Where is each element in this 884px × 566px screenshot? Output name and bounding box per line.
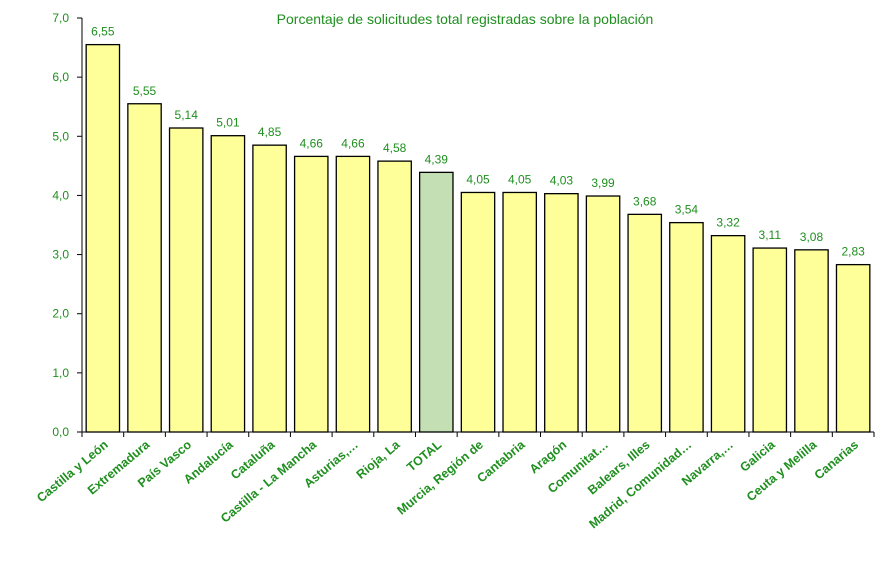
bar-6 [335,155,371,433]
data-label: 3,99 [591,176,615,190]
bar-4 [252,144,287,433]
x-category-label: Cantabria [474,437,528,485]
y-tick-label: 7,0 [52,11,69,25]
y-tick-label: 2,0 [52,307,69,321]
y-tick-label: 4,0 [52,188,69,202]
data-label: 5,55 [133,84,157,98]
y-tick-label: 5,0 [52,129,69,143]
bar-0 [85,43,121,433]
y-tick-label: 3,0 [52,248,69,262]
x-category-label: Ceuta y Melilla [744,437,820,504]
data-label: 3,68 [633,194,657,208]
data-label: 3,08 [800,230,824,244]
bar-8 [418,171,454,433]
data-label: 4,85 [258,125,282,139]
chart-title: Porcentaje de solicitudes total registra… [277,11,654,27]
data-label: 4,03 [550,174,574,188]
bar-13 [627,213,663,433]
data-labels: 6,55 5,55 5,14 5,01 4,85 4,66 4,66 4,58 4,39 4,05… [91,25,865,259]
bar-1 [127,103,162,433]
data-label: 2,83 [841,245,865,259]
bar-18 [835,263,871,433]
bar-11 [544,193,579,433]
data-label: 4,66 [341,136,365,150]
x-category-label: Canarias [812,438,861,483]
bar-9 [460,191,496,433]
bar-10 [502,191,538,433]
bar-3 [210,135,246,433]
bar-14 [669,221,704,433]
bar-15 [710,234,746,433]
bars [85,43,871,433]
bar-2 [168,127,204,433]
data-label: 3,32 [716,216,740,230]
x-category-label: Rioja, La [354,437,404,482]
data-label: 5,14 [175,108,199,122]
bar-7 [377,160,412,433]
data-label: 6,55 [91,25,115,39]
data-label: 4,66 [300,136,324,150]
data-label: 5,01 [216,116,240,130]
bar-16 [752,247,788,433]
data-label: 3,11 [759,228,782,242]
y-axis-ticks: 0,0 1,0 2,0 3,0 4,0 5,0 6,0 7,0 [52,11,875,439]
y-tick-label: 0,0 [52,425,69,439]
data-label: 4,58 [383,141,407,155]
data-label: 4,05 [508,172,532,186]
y-tick-label: 1,0 [52,366,69,380]
y-tick-label: 6,0 [52,70,69,84]
data-label: 4,05 [466,172,490,186]
bar-5 [293,155,329,433]
x-category-label: Castilla y León [34,438,111,505]
data-label: 4,39 [425,152,449,166]
data-label: 3,54 [675,203,699,217]
bar-17 [794,249,829,433]
bar-12 [585,195,621,433]
